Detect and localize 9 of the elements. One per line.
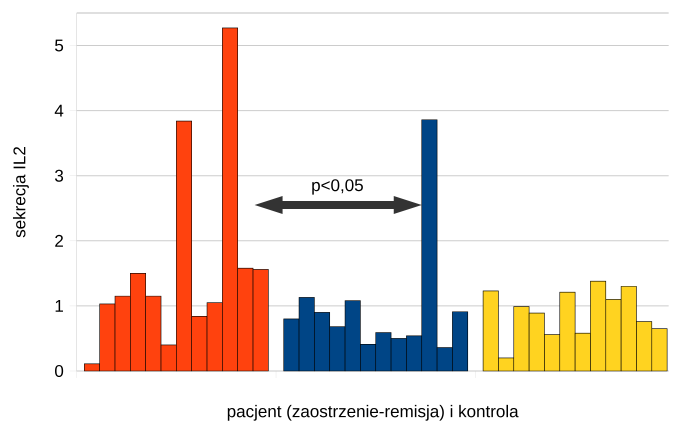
y-tick-label: 2 — [55, 234, 63, 247]
y-tick-label: 4 — [54, 104, 64, 116]
y-tick-label: 1 — [56, 300, 63, 312]
y-tick-label: 3 — [54, 170, 64, 182]
annotation: p<0,05 — [312, 179, 363, 195]
y-axis-title: sekrecja IL2 — [12, 147, 29, 238]
y-tick-label: 0 — [55, 364, 64, 378]
x-axis-title: pacjent (zaostrzenie-remisja) i kontrola — [228, 404, 519, 421]
y-tick-label: 5 — [55, 40, 64, 52]
